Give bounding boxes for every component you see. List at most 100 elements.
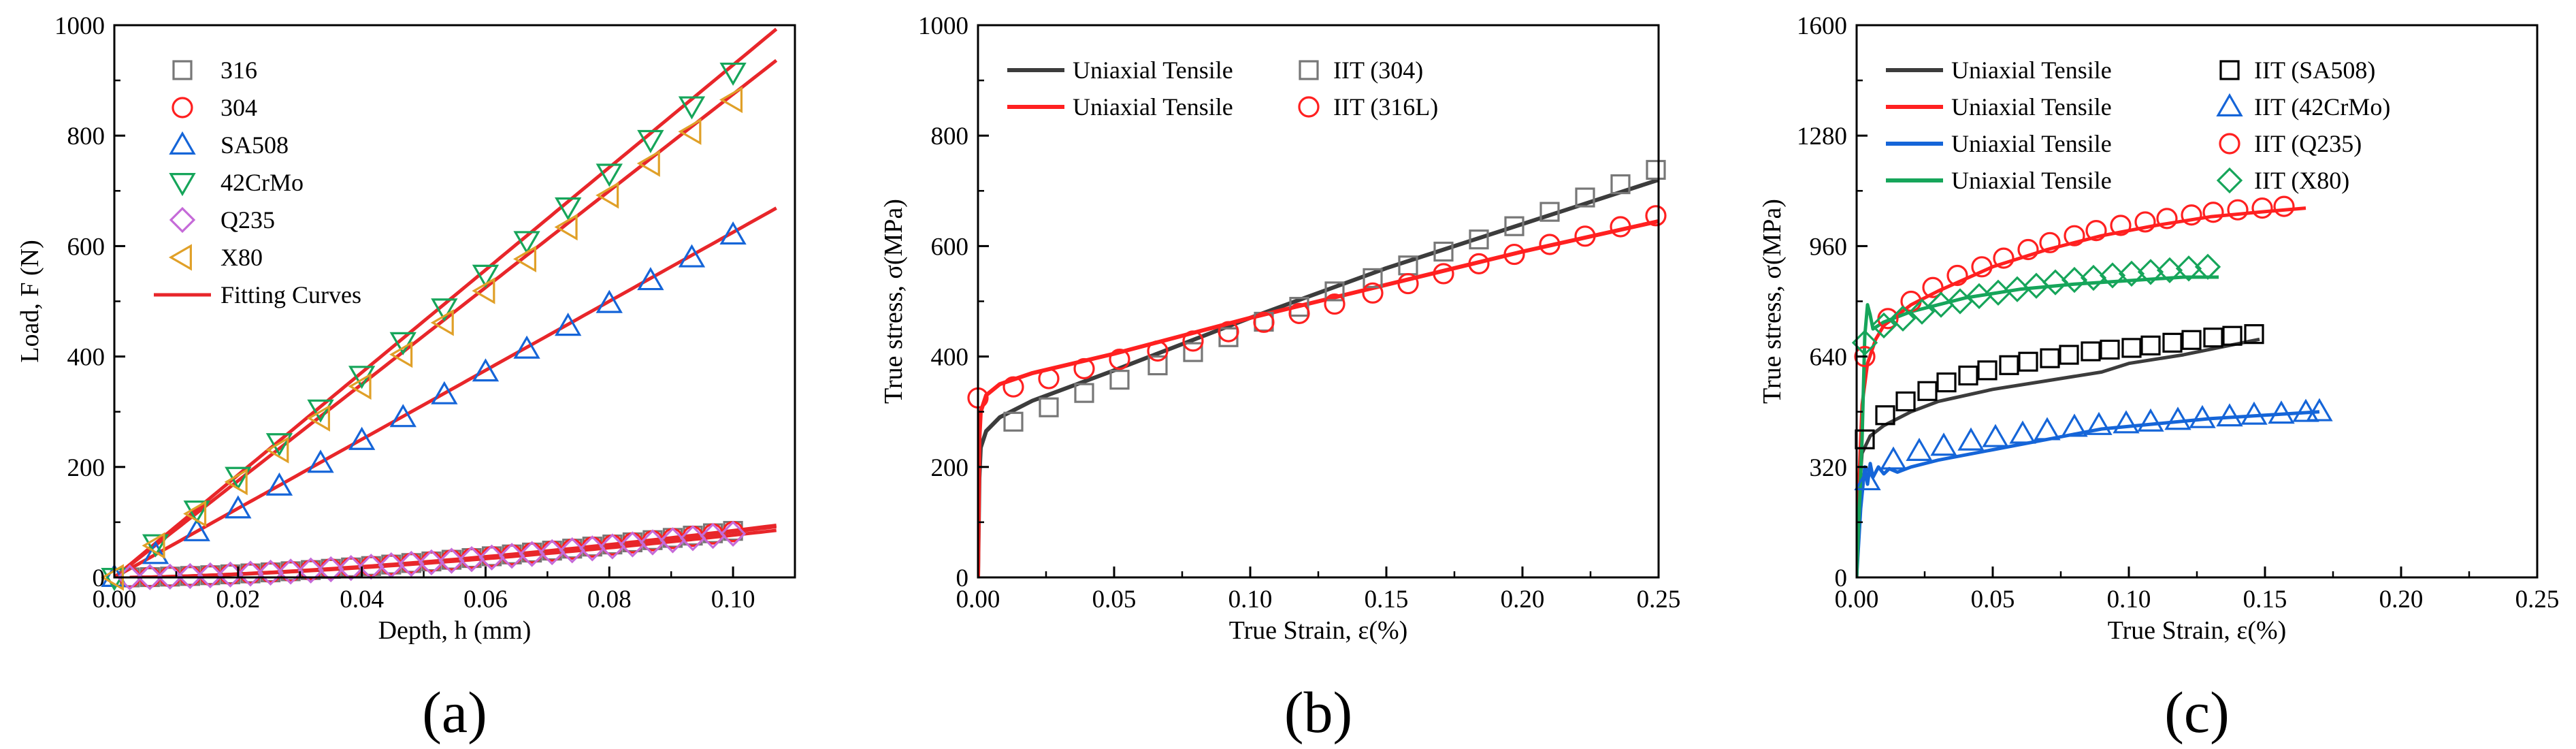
data-point	[596, 289, 623, 313]
chart-panel-b: 0.00 0.05 0.10 0.15 0.20 0.25 0 200 400 600 800 100…	[879, 12, 1680, 745]
data-point	[237, 560, 264, 587]
x-axis-title: Depth, h (mm)	[378, 616, 532, 645]
data-point	[177, 562, 203, 590]
y-tick-label: 1280	[1797, 123, 1847, 150]
legend-label: 304	[221, 94, 257, 121]
data-point	[1930, 432, 1957, 456]
data-point	[1038, 368, 1060, 389]
data-point	[2099, 262, 2126, 289]
data-point	[2059, 345, 2079, 365]
data-point	[512, 245, 537, 272]
legend-label: IIT (42CrMo)	[2254, 93, 2390, 121]
data-point	[2189, 404, 2216, 428]
data-point	[1645, 205, 1667, 227]
data-point	[265, 433, 293, 457]
data-point	[1324, 293, 1346, 315]
data-point	[142, 534, 169, 558]
data-point	[2121, 338, 2142, 358]
data-point	[2100, 339, 2120, 360]
data-point	[2040, 348, 2060, 368]
data-point	[472, 264, 500, 288]
data-point	[1003, 411, 1024, 432]
legend-label: IIT (Q235)	[2254, 130, 2362, 157]
data-point	[1253, 311, 1275, 333]
data-point	[1982, 424, 2009, 447]
x-axis-title: True Strain, ε(%)	[1229, 616, 1408, 645]
data-point	[1289, 297, 1309, 317]
data-point	[700, 522, 726, 549]
legend-marker	[172, 97, 193, 118]
series-iit-q235-	[1854, 195, 2295, 368]
data-point	[183, 517, 210, 541]
y-tick-label: 600	[67, 233, 105, 261]
data-point	[2175, 255, 2202, 282]
data-point	[2042, 269, 2069, 296]
data-point	[265, 436, 289, 464]
uniaxial-tensile-line	[1857, 206, 2306, 577]
data-point	[2140, 335, 2161, 355]
data-point	[637, 129, 664, 153]
legend-label: Uniaxial Tensile	[1951, 130, 2112, 157]
data-point	[619, 531, 646, 558]
uniaxial-tensile-line	[1857, 337, 2260, 577]
x-tick-label: 0.15	[2243, 586, 2287, 613]
data-point	[539, 539, 566, 566]
uniaxial-tensile-line	[978, 178, 1659, 577]
data-point	[1468, 253, 1490, 274]
chart-panel-a: 0.00 0.02 0.04 0.06 0.08 0.10 0 200 400 600 800 100…	[16, 12, 796, 745]
data-point	[348, 426, 376, 450]
data-point	[2009, 420, 2036, 444]
y-tick-label: 200	[931, 454, 969, 482]
y-axis-title: True stress, σ(MPa)	[1758, 199, 1787, 404]
fitting-curve-line	[114, 27, 778, 577]
data-point	[389, 404, 417, 428]
data-point	[348, 372, 372, 400]
y-tick-label: 600	[931, 233, 969, 261]
data-point	[2306, 398, 2333, 421]
data-point	[498, 543, 525, 569]
data-point	[596, 182, 619, 209]
uniaxial-tensile-line	[978, 219, 1659, 577]
x-tick-label: 0.00	[1835, 586, 1879, 613]
x-tick-label: 0.25	[2515, 586, 2560, 613]
data-point	[2292, 398, 2319, 422]
data-point	[513, 231, 540, 255]
x-tick-label: 0.10	[2107, 586, 2151, 613]
data-point	[418, 549, 445, 576]
x-tick-label: 0.10	[711, 586, 755, 613]
y-tick-label: 640	[1810, 344, 1848, 372]
data-point	[2081, 341, 2101, 362]
data-point	[389, 340, 413, 368]
legend-label: Fitting Curves	[221, 281, 361, 308]
x-tick-label: 0.00	[956, 586, 1000, 613]
data-point	[338, 555, 364, 581]
data-point	[2134, 211, 2156, 233]
legend-marker	[1298, 96, 1320, 118]
legend-label: Q235	[221, 206, 275, 234]
data-point	[1539, 202, 1560, 222]
data-point	[1218, 321, 1239, 342]
data-point	[1363, 268, 1383, 289]
data-point	[1539, 234, 1561, 255]
data-point	[157, 563, 183, 590]
fitting-curves	[114, 27, 778, 577]
data-point	[1957, 427, 1985, 451]
data-point	[1574, 225, 1596, 247]
legend-label: Uniaxial Tensile	[1073, 93, 1233, 121]
data-point	[183, 500, 207, 528]
legend-marker	[169, 206, 196, 234]
data-point	[398, 550, 425, 577]
data-point	[277, 558, 304, 585]
data-point	[478, 544, 505, 571]
data-point	[2194, 253, 2221, 280]
x-tick-label: 0.06	[463, 586, 508, 613]
x-tick-label: 0.15	[1365, 586, 1409, 613]
legend-label: IIT (316L)	[1333, 93, 1438, 121]
data-point	[1946, 264, 1968, 287]
uniaxial-tensile-line	[1857, 275, 2219, 577]
data-point	[1109, 349, 1130, 370]
data-point	[1646, 159, 1666, 180]
data-point	[2164, 407, 2191, 430]
series-x80	[100, 86, 743, 591]
legend-marker	[169, 131, 196, 155]
